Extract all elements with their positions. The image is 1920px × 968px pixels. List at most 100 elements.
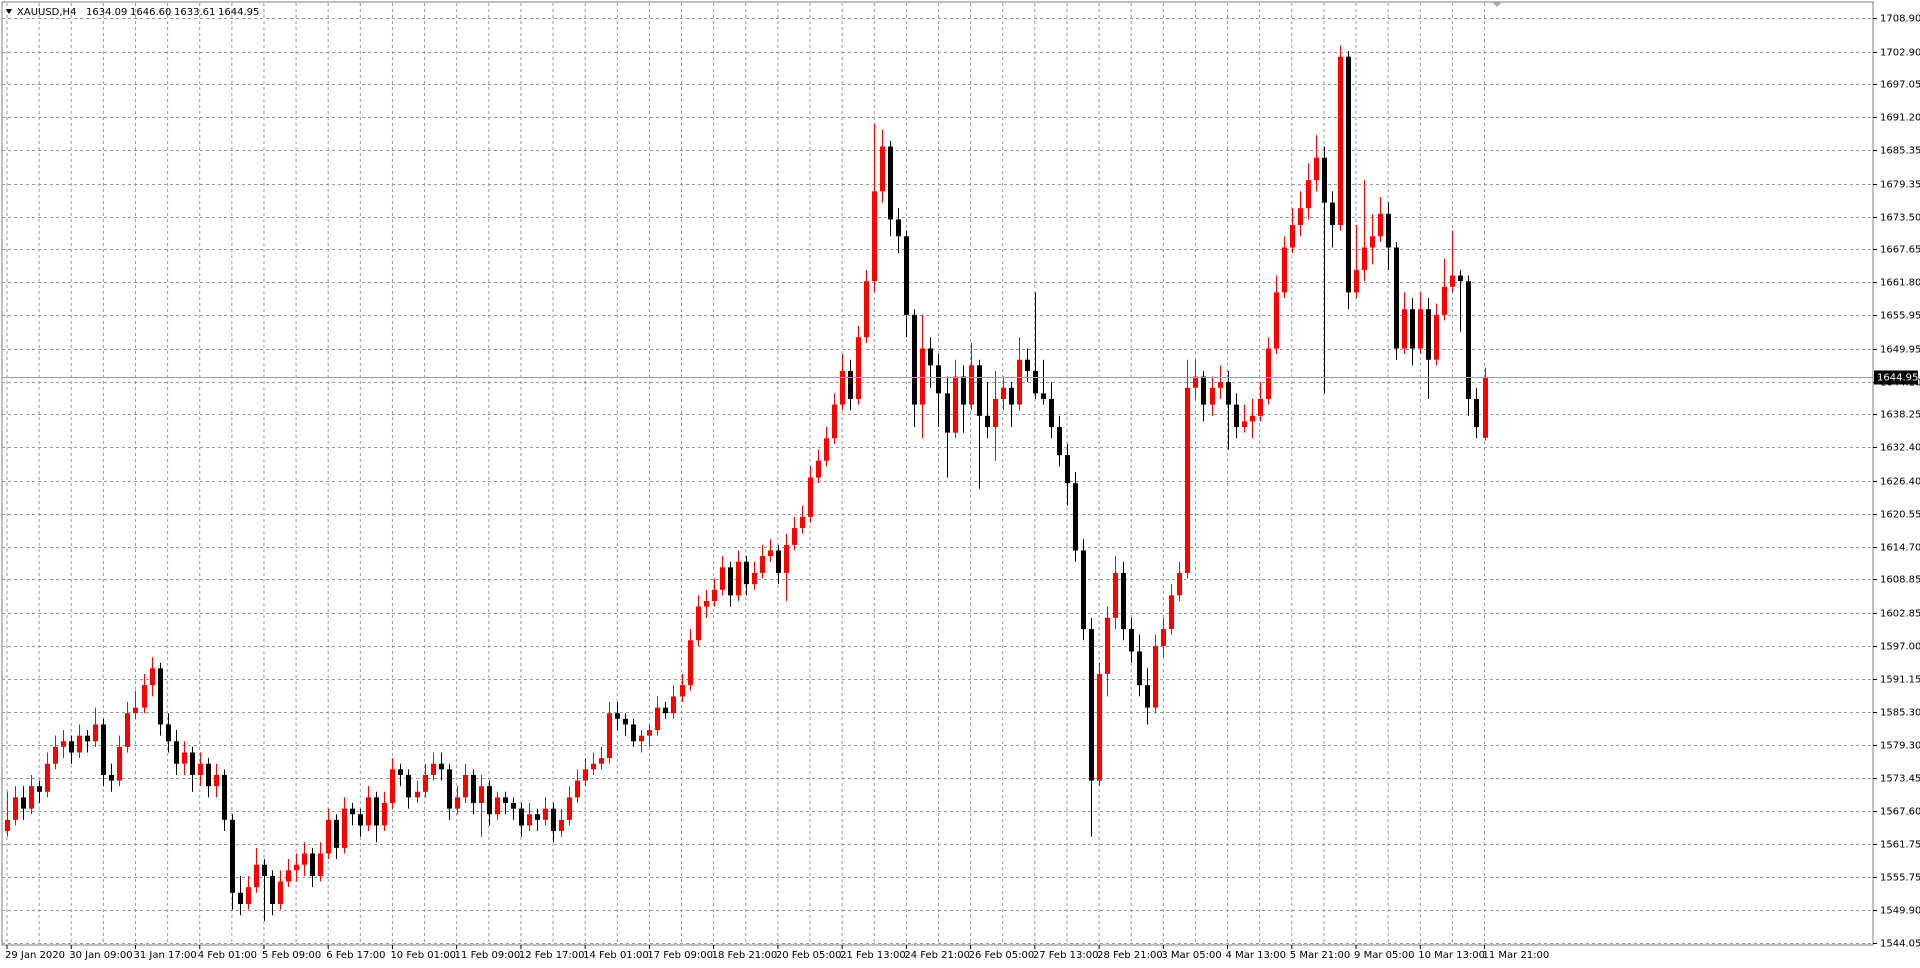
candle-body	[294, 864, 299, 871]
candle-body	[1314, 157, 1319, 181]
candle-body	[1330, 202, 1335, 226]
x-tick-label: 5 Mar 21:00	[1290, 950, 1350, 961]
candle-body	[511, 803, 516, 809]
y-tick-label: 1591.15	[1880, 675, 1920, 686]
x-tick-label: 26 Feb 05:00	[969, 950, 1035, 961]
candle-body	[527, 814, 532, 826]
candle-body	[551, 808, 556, 832]
open-label: 1634.09	[86, 7, 127, 18]
x-tick-label: 17 Feb 09:00	[647, 950, 713, 961]
candle-body	[326, 819, 331, 854]
candle-body	[1410, 309, 1415, 349]
candle-body	[398, 769, 403, 775]
candle-body	[680, 685, 685, 697]
candle-body	[1458, 275, 1463, 282]
x-tick-label: 11 Mar 21:00	[1483, 950, 1550, 961]
y-tick-label: 1649.95	[1880, 345, 1920, 356]
axes: 1708.90 1702.90 1697.05 1691.20 1685.35 1679.…	[5, 14, 1920, 962]
x-tick-label: 3 Mar 05:00	[1161, 950, 1221, 961]
x-tick-label: 10 Feb 01:00	[390, 950, 456, 961]
candle-body	[1161, 629, 1166, 646]
candles	[2, 45, 1873, 921]
candle-body	[1290, 225, 1295, 248]
candle-body	[880, 146, 885, 192]
x-tick-label: 20 Feb 05:00	[776, 950, 842, 961]
candle-body	[1185, 387, 1190, 573]
header: XAUUSD,H4 1634.09 1646.60 1633.61 1644.9…	[6, 7, 259, 18]
candle-body	[784, 544, 789, 573]
y-tick-label: 1614.70	[1880, 543, 1920, 554]
candle-body	[238, 892, 243, 905]
candle-body	[864, 281, 869, 338]
candle-body	[936, 365, 941, 394]
candle-body	[455, 797, 460, 809]
candle-body	[663, 707, 668, 714]
candle-body	[655, 707, 660, 731]
candle-body	[350, 808, 355, 815]
y-tick-label: 1549.90	[1880, 906, 1920, 917]
price-label-box	[1874, 370, 1918, 385]
candle-body	[158, 668, 163, 725]
candle-body	[93, 724, 98, 742]
candle-body	[583, 769, 588, 781]
candle-body	[1097, 673, 1102, 781]
candle-body	[1121, 572, 1126, 630]
candle-body	[872, 191, 877, 282]
candle-body	[1210, 387, 1215, 405]
candle-body	[1274, 292, 1279, 349]
candle-body	[37, 786, 42, 792]
candle-body	[1201, 376, 1206, 405]
y-tick-label: 1691.20	[1880, 113, 1920, 124]
x-tick-label: 5 Feb 09:00	[262, 950, 321, 961]
candle-body	[1234, 404, 1239, 428]
candle-body	[800, 516, 805, 529]
candle-body	[615, 713, 620, 719]
candle-body	[198, 763, 203, 775]
candle-body	[254, 864, 259, 888]
candle-body	[21, 797, 26, 809]
candle-body	[286, 870, 291, 882]
y-tick-label: 1697.05	[1880, 80, 1920, 91]
candle-body	[342, 808, 347, 848]
candle-body	[1017, 359, 1022, 405]
candle-body	[1089, 629, 1094, 781]
candle-body	[1370, 236, 1375, 248]
y-tick-label: 1555.75	[1880, 873, 1920, 884]
candle-body	[543, 808, 548, 820]
y-tick-label: 1661.80	[1880, 278, 1920, 289]
candle-body	[1169, 595, 1174, 630]
candle-body	[85, 735, 90, 742]
candle-body	[1226, 382, 1231, 405]
candle-body	[270, 875, 275, 905]
high-label: 1646.60	[130, 7, 171, 18]
candle-body	[1402, 309, 1407, 349]
candle-body	[1386, 213, 1391, 248]
candle-body	[1193, 376, 1198, 388]
candle-body	[720, 567, 725, 590]
shift-marker[interactable]	[1492, 2, 1502, 7]
candle-body	[334, 819, 339, 848]
close-label: 1644.95	[218, 7, 259, 18]
candle-body	[993, 398, 998, 428]
candle-body	[310, 853, 315, 876]
y-tick-label: 1667.65	[1880, 245, 1920, 256]
candle-body	[182, 752, 187, 764]
candle-body	[1025, 359, 1030, 371]
candle-body	[1426, 309, 1431, 360]
candle-body	[61, 741, 66, 747]
candle-body	[912, 314, 917, 405]
candle-body	[150, 668, 155, 686]
candle-body	[479, 786, 484, 804]
candle-body	[1065, 455, 1070, 484]
candle-body	[559, 819, 564, 832]
candle-body	[856, 337, 861, 399]
candle-body	[840, 370, 845, 405]
candle-body	[945, 393, 950, 433]
candle-body	[1338, 56, 1343, 226]
candle-body	[639, 735, 644, 742]
candle-body	[567, 797, 572, 820]
candle-body	[109, 774, 114, 781]
candle-body	[1009, 387, 1014, 405]
menu-arrow[interactable]	[6, 9, 12, 14]
candle-body	[752, 572, 757, 585]
